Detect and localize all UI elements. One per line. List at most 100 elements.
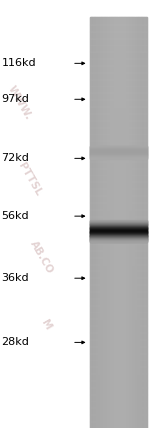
Bar [90,228,147,229]
Bar [121,17,123,428]
Bar [99,17,100,428]
Bar [90,394,147,401]
Bar [90,236,147,237]
Bar [90,202,147,210]
Bar [90,270,147,278]
Bar [90,147,147,148]
Text: 28kd: 28kd [2,337,29,348]
Bar [90,226,147,227]
Bar [90,17,92,428]
Bar [104,17,106,428]
Text: AB.CO: AB.CO [28,238,55,275]
Bar [90,298,147,306]
Bar [110,17,112,428]
Bar [90,234,147,235]
Bar [90,231,147,232]
Bar [143,17,144,428]
Bar [90,154,147,162]
Bar [90,224,147,225]
Bar [90,421,147,428]
Bar [93,17,94,428]
Bar [90,151,147,152]
Bar [90,250,147,258]
Bar [90,156,147,157]
Bar [90,360,147,367]
Bar [90,257,147,265]
Bar [134,17,136,428]
Bar [90,346,147,354]
Bar [90,387,147,395]
Bar [90,243,147,251]
Bar [97,17,99,428]
Bar [90,239,147,240]
Bar [90,72,147,80]
Bar [90,188,147,196]
Text: 56kd: 56kd [2,211,29,221]
Bar [109,17,110,428]
Bar [146,17,147,428]
Bar [123,17,124,428]
Bar [90,221,147,222]
Bar [90,228,147,229]
Bar [90,222,147,223]
Bar [90,228,147,229]
Bar [90,155,147,156]
Bar [90,154,147,155]
Bar [128,17,130,428]
Bar [90,31,147,39]
Bar [90,237,147,238]
Bar [114,17,116,428]
Text: 116kd: 116kd [2,58,36,68]
Bar [140,17,142,428]
Bar [124,17,126,428]
Bar [90,152,147,153]
Bar [90,222,147,223]
Bar [130,17,132,428]
Bar [90,156,147,157]
Bar [90,407,147,415]
Bar [90,237,147,238]
Text: WWW.: WWW. [6,84,33,122]
Bar [90,305,147,312]
Bar [117,17,119,428]
Bar [144,17,146,428]
Bar [90,153,147,154]
Bar [90,134,147,141]
Bar [90,148,147,149]
Bar [90,241,147,242]
Bar [90,195,147,203]
Bar [90,225,147,226]
Bar [131,17,133,428]
Bar [90,150,147,151]
Bar [90,45,147,52]
Bar [138,17,140,428]
Bar [141,17,143,428]
Bar [90,175,147,182]
Bar [90,229,147,230]
Bar [90,223,147,230]
Bar [90,241,147,242]
Bar [90,227,147,228]
Bar [90,237,147,238]
Bar [90,120,147,128]
Bar [136,17,137,428]
Bar [90,231,147,232]
Bar [90,24,147,32]
Bar [90,238,147,239]
Bar [90,236,147,237]
Bar [90,216,147,223]
Bar [90,232,147,233]
Bar [118,17,120,428]
Bar [90,353,147,360]
Bar [106,17,107,428]
Bar [90,224,147,225]
Bar [90,229,147,230]
Bar [90,227,147,228]
Bar [90,284,147,292]
Bar [90,86,147,93]
Bar [90,234,147,235]
Bar [90,147,147,155]
Bar [90,150,147,151]
Bar [90,58,147,66]
Bar [90,149,147,150]
